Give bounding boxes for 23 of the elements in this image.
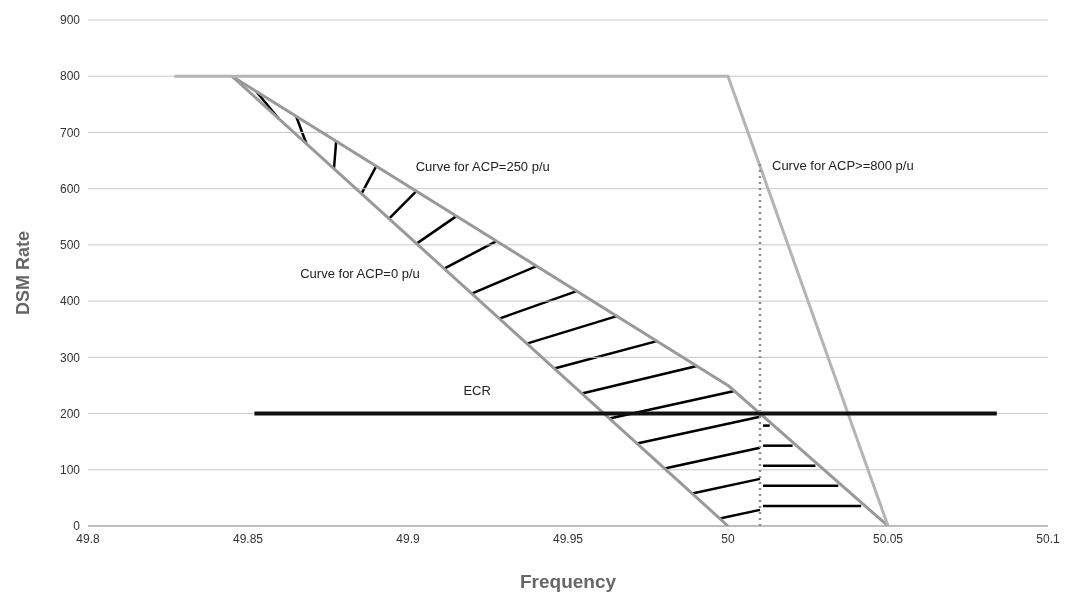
x-tick-label: 50 (721, 531, 735, 546)
series-label: Curve for ACP>=800 p/u (772, 157, 914, 173)
y-tick-label: 200 (59, 406, 81, 421)
y-tick-label: 0 (73, 519, 81, 534)
series-label: ECR (463, 382, 491, 398)
y-tick-label: 300 (59, 350, 81, 365)
x-tick-label: 49.95 (552, 531, 584, 546)
y-tick-label: 700 (59, 125, 81, 140)
y-tick-label: 800 (59, 69, 81, 84)
x-tick-label: 49.85 (232, 531, 264, 546)
x-tick-label: 49.8 (76, 531, 100, 546)
y-axis-title: DSM Rate (13, 230, 34, 316)
y-tick-label: 100 (59, 463, 81, 478)
x-tick-label: 50.1 (1036, 531, 1060, 546)
y-tick-label: 500 (59, 238, 81, 253)
x-tick-label: 50.05 (872, 531, 904, 546)
x-axis-title: Frequency (519, 571, 617, 592)
series-label: Curve for ACP=0 p/u (300, 265, 420, 281)
x-tick-label: 49.9 (396, 531, 420, 546)
y-tick-label: 600 (59, 181, 81, 196)
series-label: Curve for ACP=250 p/u (415, 158, 550, 174)
y-tick-label: 900 (59, 13, 81, 28)
y-tick-label: 400 (59, 294, 81, 309)
